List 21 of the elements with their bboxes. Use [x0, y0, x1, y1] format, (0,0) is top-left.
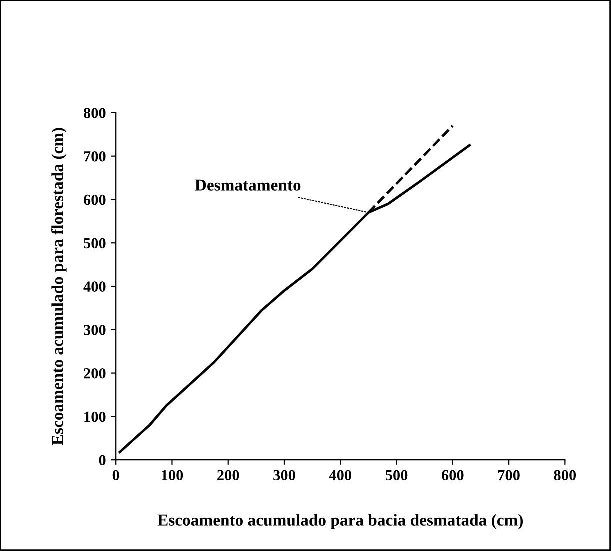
y-tick-label: 600 [84, 194, 106, 206]
y-tick-label: 800 [84, 108, 106, 118]
x-axis-title: Escoamento acumulado para bacia desmatada (cm) [158, 514, 523, 530]
y-tick-label: 100 [84, 412, 106, 422]
x-tick-label: 400 [329, 470, 352, 481]
x-tick-label: 300 [274, 470, 296, 481]
y-axis-title: Escoamento acumulado para florestada (cm) [52, 128, 67, 446]
y-tick-label: 300 [84, 325, 106, 336]
y-tick-label: 700 [84, 151, 106, 162]
x-tick-label: 700 [498, 470, 520, 481]
x-tick-label: 800 [554, 470, 576, 481]
y-tick-label: 200 [84, 368, 106, 379]
x-tick-label: 100 [162, 470, 184, 481]
x-tick-label: 500 [386, 470, 408, 481]
x-tick-label: 200 [218, 470, 240, 481]
x-tick-label: 0 [112, 470, 120, 481]
annotation: Desmatamento [195, 180, 301, 191]
y-tick-label: 0 [99, 455, 106, 466]
x-tick-label: 600 [442, 470, 464, 481]
y-tick-label: 500 [84, 238, 106, 249]
y-tick-label: 400 [84, 282, 106, 292]
